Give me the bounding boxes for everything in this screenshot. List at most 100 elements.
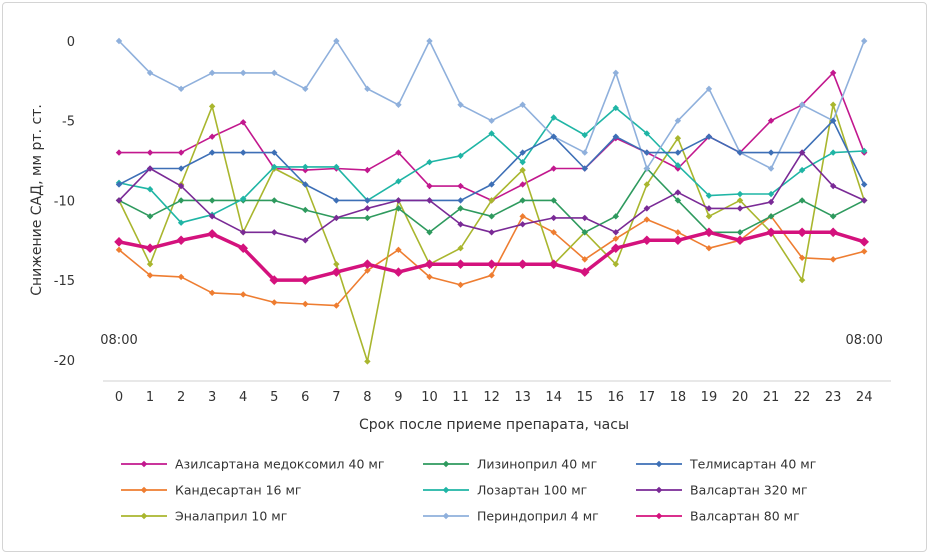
x-tick-label: 3 [208,390,216,405]
data-point-marker [146,260,154,268]
data-point-marker [238,243,248,254]
legend-item: Валсартан 320 мг [636,483,808,498]
legend-swatch-marker [140,486,148,494]
data-point-marker [364,267,371,274]
data-point-marker [302,163,309,171]
data-point-marker [829,213,837,220]
data-point-marker [395,178,402,185]
data-point-marker [240,119,247,126]
data-point-marker [581,131,588,139]
data-point-marker [333,163,340,171]
x-tick-label: 11 [452,390,469,405]
data-point-marker [424,259,435,269]
data-point-marker [364,197,371,204]
data-point-marker [550,165,557,172]
data-point-marker [300,275,311,285]
data-point-marker [861,147,868,155]
data-point-marker [269,275,280,285]
data-point-marker [861,181,868,188]
data-point-marker [767,165,775,172]
data-point-marker [581,229,588,236]
data-point-marker [271,299,278,306]
data-point-marker [177,273,185,281]
y-tick-label: -5 [62,115,75,130]
data-point-marker [643,205,651,212]
data-point-marker [488,181,495,188]
y-tick-label: -10 [54,194,75,209]
data-point-marker [426,37,433,45]
data-point-marker [704,227,714,238]
x-tick-label: 6 [301,390,309,405]
data-point-marker [240,291,247,298]
x-tick-label: 2 [177,390,185,405]
data-point-marker [767,190,775,198]
x-tick-label: 15 [576,390,593,405]
data-point-marker [364,166,371,174]
data-point-marker [643,216,651,223]
data-point-marker [208,69,216,77]
series-lines [114,37,869,365]
data-point-marker [612,133,619,140]
data-point-marker [519,197,526,204]
legend: Азилсартана медоксомил 40 мг Кандесартан … [121,457,816,524]
data-point-marker [797,227,807,238]
legend-label: Эналаприл 10 мг [175,509,287,524]
data-point-marker [643,165,651,172]
data-point-marker [393,267,404,277]
data-point-marker [611,243,621,254]
data-point-marker [333,260,340,268]
data-point-marker [517,259,528,269]
data-point-marker [674,135,682,142]
data-point-marker [488,229,495,236]
x-tick-label: 9 [394,390,402,405]
data-point-marker [177,85,185,93]
data-point-marker [581,165,588,172]
x-tick-label: 5 [270,390,278,405]
data-point-marker [861,248,868,255]
data-point-marker [828,227,838,238]
data-point-marker [674,197,682,204]
data-point-marker [581,256,588,263]
data-point-marker [271,149,278,156]
data-point-marker [488,130,495,137]
data-point-marker [115,149,123,156]
x-tick-label: 0 [115,390,123,405]
data-point-marker [550,133,557,140]
legend-swatch-marker [140,460,148,468]
data-point-marker [486,259,497,269]
data-point-marker [240,229,247,236]
x-tick-label: 17 [639,390,656,405]
x-tick-label: 24 [856,390,873,405]
data-point-marker [705,133,713,140]
data-point-marker [767,117,775,124]
data-point-marker [426,197,433,204]
data-point-marker [302,85,309,93]
data-point-marker [736,197,744,204]
data-point-marker [766,227,776,238]
data-point-marker [177,165,185,172]
x-axis-title: Срок после приеме препарата, часы [359,417,629,433]
data-point-marker [302,206,309,214]
data-point-marker [829,101,837,108]
data-point-marker [426,273,433,281]
y-tick-label: -20 [54,354,75,369]
data-point-marker [271,229,278,236]
data-point-marker [519,101,526,108]
data-point-marker [488,213,495,220]
legend-swatch-marker [442,486,450,494]
data-point-marker [362,259,373,269]
data-point-marker [208,149,216,156]
x-tick-label: 20 [732,390,749,405]
data-point-marker [114,237,124,247]
data-point-marker [457,245,464,252]
data-point-marker [208,289,216,297]
data-point-marker [674,162,682,169]
data-point-marker [798,276,806,284]
data-point-marker [177,219,185,226]
data-point-marker [674,149,682,156]
data-point-marker [705,192,713,199]
legend-swatch-marker [140,512,148,520]
data-point-marker [829,149,837,156]
data-point-marker [271,163,278,171]
data-point-marker [146,213,154,220]
